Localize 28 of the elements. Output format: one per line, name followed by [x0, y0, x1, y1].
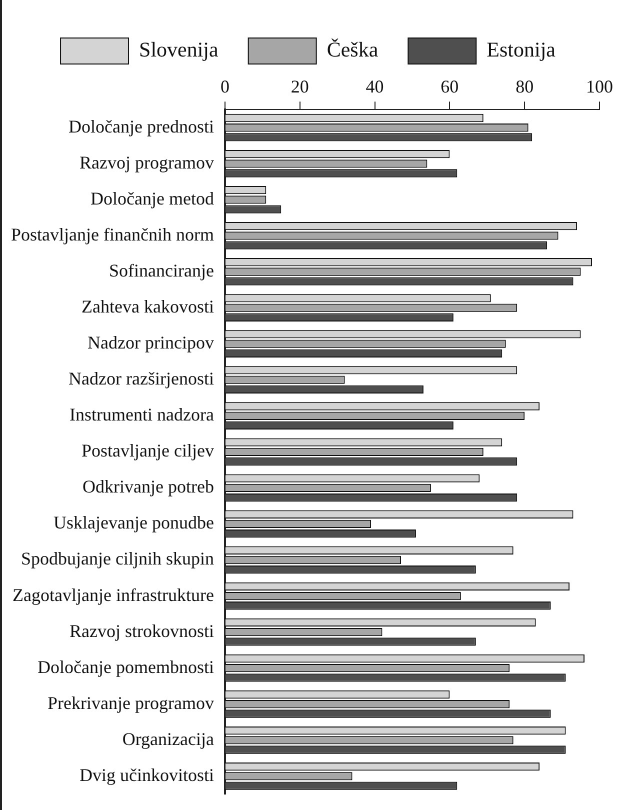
- y-tick-label: Spodbujanje ciljnih skupin: [20, 548, 214, 569]
- x-tick-label: 20: [290, 76, 309, 97]
- y-tick-label: Razvoj strokovnosti: [69, 620, 214, 641]
- y-tick-label: Določanje metod: [90, 188, 214, 208]
- legend-label: Slovenija: [139, 38, 220, 62]
- x-tick-label: 80: [516, 76, 534, 97]
- y-tick-label: Instrumenti nadzora: [70, 404, 214, 425]
- y-tick-label: Dvig učinkovitosti: [79, 764, 214, 785]
- y-tick-label: Nadzor razširjenosti: [68, 368, 214, 389]
- y-tick-label: Postavljanje ciljev: [81, 440, 214, 461]
- y-tick-label: Usklajevanje ponudbe: [54, 512, 214, 533]
- y-tick-label: Določanje prednosti: [68, 116, 214, 136]
- x-tick-label: 40: [366, 76, 384, 97]
- y-tick-label: Organizacija: [122, 728, 214, 749]
- y-tick-label: Prekrivanje programov: [48, 692, 214, 713]
- x-tick-label: 60: [440, 76, 459, 97]
- legend-label: Češka: [326, 38, 379, 62]
- y-tick-label: Določanje pomembnosti: [37, 656, 214, 677]
- y-tick-label: Nadzor principov: [87, 332, 214, 353]
- y-tick-label: Postavljanje finančnih norm: [10, 224, 214, 244]
- y-tick-label: Razvoj programov: [79, 152, 214, 172]
- y-tick-label: Zagotavljanje infrastrukture: [12, 584, 214, 605]
- y-tick-label: Sofinanciranje: [108, 260, 214, 280]
- y-tick-label: Odkrivanje potreb: [82, 476, 214, 497]
- x-tick-label: 100: [586, 76, 613, 97]
- x-tick-label: 0: [220, 76, 230, 97]
- legend-label: Estonija: [486, 38, 556, 62]
- y-tick-label: Zahteva kakovosti: [81, 296, 214, 317]
